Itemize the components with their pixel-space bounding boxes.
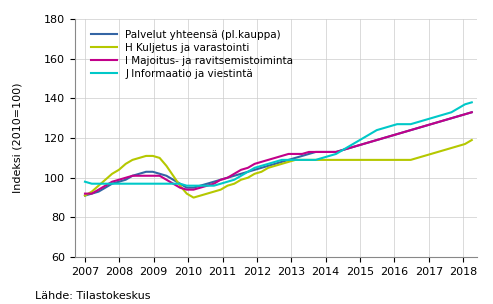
H Kuljetus ja varastointi bbox=[455, 144, 461, 148]
I Majoitus- ja ravitsemistoiminta bbox=[340, 148, 346, 152]
Palvelut yhteensä (pl.kauppa) bbox=[340, 148, 346, 152]
I Majoitus- ja ravitsemistoiminta bbox=[367, 140, 373, 144]
I Majoitus- ja ravitsemistoiminta bbox=[170, 182, 176, 185]
H Kuljetus ja varastointi bbox=[374, 158, 380, 162]
I Majoitus- ja ravitsemistoiminta bbox=[469, 110, 475, 114]
Palvelut yhteensä (pl.kauppa) bbox=[455, 114, 461, 118]
J Informaatio ja viestintä bbox=[184, 184, 190, 188]
I Majoitus- ja ravitsemistoiminta bbox=[455, 114, 461, 118]
H Kuljetus ja varastointi bbox=[170, 174, 176, 178]
J Informaatio ja viestintä bbox=[415, 120, 421, 124]
H Kuljetus ja varastointi bbox=[469, 138, 475, 142]
Palvelut yhteensä (pl.kauppa) bbox=[177, 182, 183, 185]
J Informaatio ja viestintä bbox=[455, 106, 461, 110]
Y-axis label: Indeksi (2010=100): Indeksi (2010=100) bbox=[12, 83, 22, 193]
I Majoitus- ja ravitsemistoiminta bbox=[408, 128, 414, 132]
H Kuljetus ja varastointi bbox=[415, 156, 421, 160]
Line: Palvelut yhteensä (pl.kauppa): Palvelut yhteensä (pl.kauppa) bbox=[85, 112, 472, 195]
Palvelut yhteensä (pl.kauppa) bbox=[82, 194, 88, 197]
Text: Lähde: Tilastokeskus: Lähde: Tilastokeskus bbox=[35, 291, 150, 301]
Palvelut yhteensä (pl.kauppa) bbox=[367, 140, 373, 144]
I Majoitus- ja ravitsemistoiminta bbox=[177, 186, 183, 189]
J Informaatio ja viestintä bbox=[469, 101, 475, 104]
H Kuljetus ja varastointi bbox=[177, 184, 183, 188]
Line: H Kuljetus ja varastointi: H Kuljetus ja varastointi bbox=[85, 140, 472, 198]
H Kuljetus ja varastointi bbox=[191, 196, 197, 199]
J Informaatio ja viestintä bbox=[82, 180, 88, 184]
Palvelut yhteensä (pl.kauppa) bbox=[408, 128, 414, 132]
J Informaatio ja viestintä bbox=[374, 128, 380, 132]
J Informaatio ja viestintä bbox=[177, 182, 183, 185]
Palvelut yhteensä (pl.kauppa) bbox=[170, 178, 176, 181]
Palvelut yhteensä (pl.kauppa) bbox=[469, 110, 475, 114]
H Kuljetus ja varastointi bbox=[82, 194, 88, 197]
H Kuljetus ja varastointi bbox=[347, 158, 352, 162]
I Majoitus- ja ravitsemistoiminta bbox=[82, 192, 88, 195]
J Informaatio ja viestintä bbox=[347, 144, 352, 148]
Legend: Palvelut yhteensä (pl.kauppa), H Kuljetus ja varastointi, I Majoitus- ja ravitse: Palvelut yhteensä (pl.kauppa), H Kuljetu… bbox=[88, 26, 297, 82]
Line: J Informaatio ja viestintä: J Informaatio ja viestintä bbox=[85, 102, 472, 186]
Line: I Majoitus- ja ravitsemistoiminta: I Majoitus- ja ravitsemistoiminta bbox=[85, 112, 472, 194]
J Informaatio ja viestintä bbox=[170, 182, 176, 185]
